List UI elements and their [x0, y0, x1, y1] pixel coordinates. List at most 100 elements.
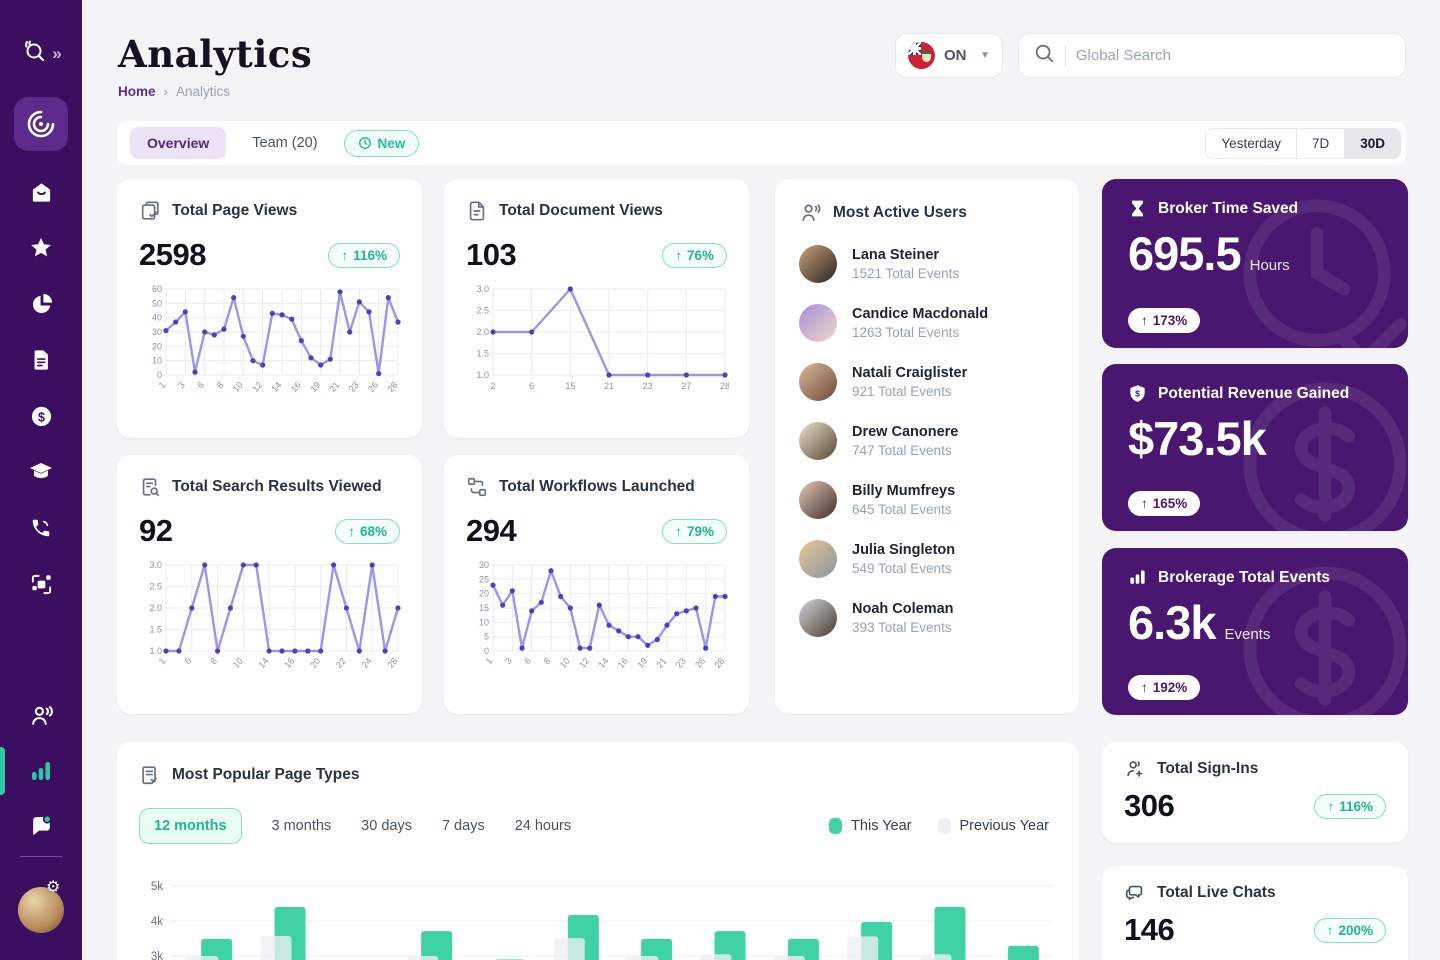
sidebar-item-home[interactable] — [0, 170, 82, 214]
global-search-input[interactable] — [1075, 47, 1391, 64]
svg-text:10: 10 — [231, 656, 245, 670]
new-badge[interactable]: New — [343, 129, 420, 157]
user-name: Natali Craiglister — [852, 365, 968, 381]
svg-text:2.0: 2.0 — [476, 327, 489, 337]
card-title: Brokerage Total Events — [1158, 568, 1330, 586]
svg-text:30: 30 — [479, 560, 489, 570]
sidebar-item-reports[interactable] — [0, 282, 82, 326]
card-total-document-views: Total Document Views 103 ↑ 76% 1.0 1.5 2.0 2… — [444, 179, 749, 438]
svg-text:6: 6 — [182, 656, 193, 666]
legend-swatch — [829, 818, 843, 834]
sidebar-item-chat[interactable] — [0, 804, 82, 848]
filter-3-months[interactable]: 3 months — [271, 818, 332, 834]
sidebar-item-documents[interactable] — [0, 338, 82, 382]
svg-text:0: 0 — [484, 646, 489, 656]
user-plus-icon — [1127, 761, 1143, 777]
active-users-list: Lana Steiner 1521 Total Events Candice Mac… — [799, 245, 1055, 637]
search-document-icon — [142, 478, 160, 497]
tab-overview[interactable]: Overview — [130, 127, 227, 159]
filter-24-hours[interactable]: 24 hours — [514, 818, 572, 834]
card-most-active-users: Most Active Users Lana Steiner 1521 Total… — [775, 179, 1079, 714]
svg-text:3: 3 — [176, 380, 187, 390]
sidebar-item-analytics[interactable] — [0, 749, 82, 793]
svg-text:19: 19 — [635, 656, 649, 670]
svg-text:3.0: 3.0 — [476, 284, 489, 294]
svg-text:21: 21 — [654, 656, 668, 670]
filter-7-days[interactable]: 7 days — [441, 818, 485, 834]
sidebar-item-favorites[interactable] — [0, 226, 82, 270]
svg-text:28: 28 — [712, 656, 726, 670]
list-item-user[interactable]: Natali Craiglister 921 Total Events — [799, 363, 1055, 401]
list-item-user[interactable]: Julia Singleton 549 Total Events — [799, 540, 1055, 578]
card-title: Total Sign-Ins — [1157, 760, 1259, 777]
user-name: Candice Macdonald — [852, 306, 989, 322]
filter-30-days[interactable]: 30 days — [361, 818, 412, 834]
svg-text:14: 14 — [269, 380, 283, 394]
svg-text:10: 10 — [479, 617, 489, 627]
user-avatar[interactable] — [18, 887, 64, 933]
user-events: 1521 Total Events — [852, 266, 960, 281]
chart-legend: This Year Previous Year — [829, 818, 1049, 834]
svg-text:8: 8 — [542, 656, 553, 666]
arrow-up-icon: ↑ — [1141, 496, 1148, 511]
svg-text:$: $ — [1135, 388, 1140, 398]
kpi-value: 695.5 — [1128, 227, 1242, 280]
document-icon — [469, 201, 485, 221]
sidebar-item-team[interactable] — [0, 693, 82, 737]
sidebar-item-revenue[interactable]: $ — [0, 394, 82, 438]
user-events: 747 Total Events — [852, 443, 952, 458]
avatar — [799, 540, 837, 578]
card-total-page-views: Total Page Views 2598 ↑ 116% 0 10 20 30 40 50 6… — [117, 179, 422, 438]
svg-text:2: 2 — [490, 381, 495, 391]
svg-text:24: 24 — [360, 656, 374, 670]
svg-text:10: 10 — [152, 356, 162, 366]
card-title: Total Page Views — [172, 202, 298, 219]
breadcrumb-current: Analytics — [176, 84, 231, 99]
svg-text:28: 28 — [385, 380, 399, 394]
sidebar-item-workflows[interactable] — [0, 562, 82, 606]
range-7d[interactable]: 7D — [1296, 128, 1346, 158]
svg-text:20: 20 — [152, 341, 162, 351]
card-total-live-chats: Total Live Chats 146 ↑ 200% — [1102, 866, 1408, 960]
svg-text:1.0: 1.0 — [149, 646, 162, 656]
ontario-flag-icon — [908, 42, 935, 69]
list-item-user[interactable]: Drew Canonere 747 Total Events — [799, 422, 1055, 460]
arrow-up-icon: ↑ — [675, 523, 682, 539]
svg-text:50: 50 — [152, 298, 162, 308]
svg-text:19: 19 — [308, 380, 322, 394]
tab-team[interactable]: Team (20) — [252, 135, 318, 151]
time-filter-tabs: 12 months 3 months 30 days 7 days 24 hours — [139, 808, 1057, 844]
filter-12-months[interactable]: 12 months — [139, 808, 242, 844]
locale-code: ON — [944, 47, 967, 64]
svg-text:12: 12 — [577, 656, 591, 670]
svg-text:15: 15 — [479, 603, 489, 613]
collapse-sidebar-icon[interactable]: » — [52, 43, 62, 63]
user-name: Noah Coleman — [852, 601, 954, 617]
breadcrumb-home-link[interactable]: Home — [118, 84, 156, 99]
svg-text:6: 6 — [529, 381, 534, 391]
search-icon[interactable] — [22, 38, 48, 69]
svg-text:20: 20 — [308, 656, 322, 670]
settings-gear-icon[interactable]: ⚙ — [46, 879, 61, 896]
list-item-user[interactable]: Billy Mumfreys 645 Total Events — [799, 481, 1055, 519]
search-icon — [1033, 42, 1055, 69]
locale-selector[interactable]: ON ▼ — [895, 33, 1003, 78]
bar-chart-icon — [1130, 570, 1145, 584]
range-30d[interactable]: 30D — [1345, 128, 1400, 158]
avatar — [799, 481, 837, 519]
list-item-user[interactable]: Noah Coleman 393 Total Events — [799, 599, 1055, 637]
svg-text:2.5: 2.5 — [476, 306, 489, 316]
arrow-up-icon: ↑ — [1141, 313, 1148, 328]
card-broker-time-saved: Broker Time Saved 695.5 Hours ↑ 173% — [1102, 179, 1408, 348]
range-yesterday[interactable]: Yesterday — [1206, 128, 1297, 158]
sidebar-item-learning[interactable] — [0, 450, 82, 494]
avatar — [799, 599, 837, 637]
app-logo[interactable] — [14, 97, 68, 151]
list-item-user[interactable]: Lana Steiner 1521 Total Events — [799, 245, 1055, 283]
kpi-value: 6.3k — [1128, 596, 1216, 649]
card-title: Most Popular Page Types — [172, 766, 360, 783]
document-views-chart: 1.0 1.5 2.0 2.5 3.0 2 6 15 21 23 27 28 — [466, 282, 730, 407]
list-item-user[interactable]: Candice Macdonald 1263 Total Events — [799, 304, 1055, 342]
legend-item: This Year — [829, 818, 912, 834]
sidebar-item-calls[interactable] — [0, 506, 82, 550]
